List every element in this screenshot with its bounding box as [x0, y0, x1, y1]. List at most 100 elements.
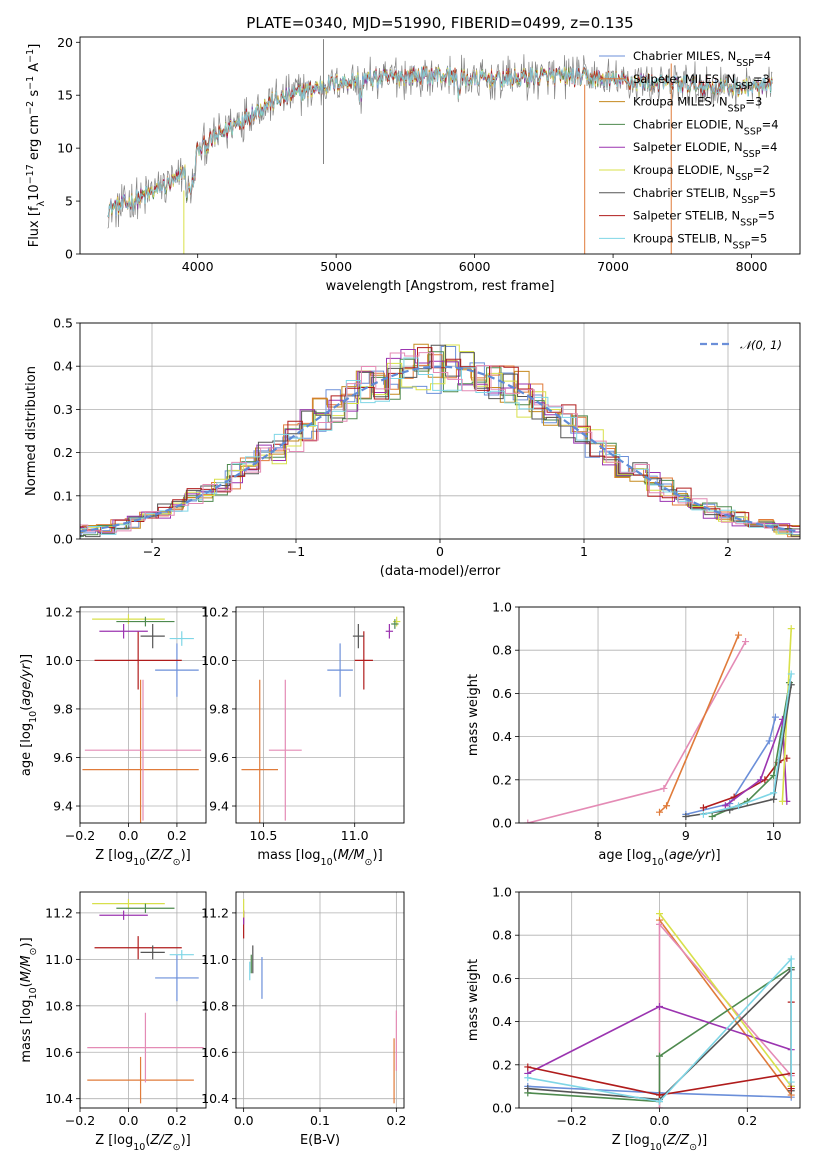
- x-axis-label: mass [log10(M/M⊙)]: [257, 848, 382, 868]
- plus-marker: [721, 802, 729, 810]
- y-tick-label: 10.0: [45, 653, 73, 668]
- y-axis-label: Flux [fλ10−17 erg cm−2 s−1 A−1]: [25, 44, 47, 248]
- x-axis-label: Z [log10(Z/Z⊙)]: [95, 848, 190, 868]
- x-axis-label: Z [log10(Z/Z⊙)]: [612, 1133, 707, 1153]
- y-tick-label: 0.6: [492, 971, 512, 986]
- x-tick-label: 4000: [182, 259, 214, 274]
- plus-marker: [770, 789, 778, 797]
- y-tick-label: 0.3: [53, 402, 73, 417]
- x-tick-label: −1: [287, 544, 305, 559]
- plus-marker: [524, 1074, 532, 1082]
- mass-weight-line: [658, 634, 740, 813]
- legend-entry-label: Chabrier MILES, NSSP=4: [633, 49, 771, 69]
- x-tick-label: 1: [580, 544, 588, 559]
- y-tick-label: 9.8: [209, 701, 229, 716]
- plus-marker: [656, 1052, 663, 1060]
- y-tick-label: 10.6: [45, 1045, 73, 1060]
- y-tick-label: 9.8: [53, 701, 73, 716]
- legend-entry-label: Chabrier ELODIE, NSSP=4: [633, 117, 779, 137]
- plot-area: [82, 614, 202, 823]
- plus-marker: [778, 797, 786, 805]
- plus-marker: [708, 813, 716, 821]
- y-tick-label: 0.0: [492, 816, 512, 831]
- mass-weight-line: [703, 757, 788, 809]
- plus-marker: [656, 1098, 663, 1106]
- plus-marker: [787, 670, 795, 678]
- y-tick-label: 15: [57, 88, 73, 103]
- y-axis-label: mass weight: [466, 959, 481, 1041]
- panel-mass-vs-Z: −0.2 0.0 0.2 10.4 10.6 10.8 11.0 11.2 Z [log10(Z…: [19, 891, 207, 1153]
- y-tick-label: 10.6: [201, 1045, 229, 1060]
- x-axis-label: Z [log10(Z/Z⊙)]: [95, 1133, 190, 1153]
- y-tick-label: 0.4: [492, 1014, 512, 1029]
- y-tick-label: 9.4: [53, 799, 73, 814]
- y-tick-label: 10.4: [201, 1091, 229, 1106]
- y-tick-label: 1.0: [492, 600, 512, 615]
- legend-entry-label: Kroupa STELIB, NSSP=5: [633, 231, 767, 251]
- panel-age-vs-Z: −0.2 0.0 0.2 9.4 9.6 9.8 10.0 10.2 Z [log10(Z/Z⊙…: [19, 604, 207, 868]
- normal-curve-line: [80, 365, 800, 533]
- x-tick-label: 7000: [597, 259, 629, 274]
- y-axis-label: mass weight: [466, 674, 481, 756]
- plus-marker: [656, 808, 663, 816]
- y-tick-label: 10.8: [45, 998, 73, 1013]
- x-axis-label: (data-model)/error: [380, 564, 501, 579]
- plus-marker: [699, 804, 707, 812]
- x-tick-label: 6000: [459, 259, 491, 274]
- histogram-step-line: [80, 347, 800, 531]
- mass-weight-line: [711, 682, 791, 818]
- x-tick-label: 0.0: [119, 828, 139, 843]
- x-tick-label: 0.0: [234, 1113, 254, 1128]
- mass-weight-line: [658, 913, 792, 1087]
- legend-entry-label: Kroupa ELODIE, NSSP=2: [633, 163, 770, 183]
- histogram-step-line: [80, 357, 800, 535]
- x-tick-label: −2: [143, 544, 161, 559]
- x-tick-label: 0.0: [119, 1113, 139, 1128]
- x-tick-label: 8000: [736, 259, 768, 274]
- y-tick-label: 10.2: [201, 604, 229, 619]
- plus-marker: [771, 713, 779, 721]
- y-tick-label: 9.6: [209, 750, 229, 765]
- y-tick-label: 10.4: [45, 1091, 73, 1106]
- axes-frame: [518, 606, 801, 824]
- x-tick-label: 5000: [320, 259, 352, 274]
- histogram-step-line: [80, 349, 800, 533]
- y-tick-label: 0.4: [492, 729, 512, 744]
- panel-mass-weight-vs-Z: −0.2 0.0 0.2 0.0 0.2 0.4 0.6 0.8 1.0 Z [log10(Z/Z…: [466, 885, 801, 1153]
- x-tick-label: 0.2: [386, 1113, 406, 1128]
- x-tick-label: −0.2: [65, 1113, 95, 1128]
- y-tick-label: 0: [65, 247, 73, 262]
- y-tick-label: 0.2: [53, 445, 73, 460]
- y-tick-label: 9.4: [209, 799, 229, 814]
- y-tick-label: 9.6: [53, 750, 73, 765]
- plus-marker: [524, 1063, 532, 1071]
- y-tick-label: 0.2: [492, 1057, 512, 1072]
- y-tick-label: 11.0: [201, 952, 229, 967]
- x-tick-label: 0: [436, 544, 444, 559]
- plus-marker: [524, 1085, 532, 1093]
- legend-entry-label: Salpeter STELIB, NSSP=5: [633, 209, 775, 229]
- x-tick-label: 10: [766, 828, 782, 843]
- plot-area: [243, 898, 397, 1104]
- y-tick-label: 1.0: [492, 885, 512, 900]
- plus-marker: [682, 813, 690, 821]
- y-tick-label: 20: [57, 35, 73, 50]
- x-tick-label: 2: [724, 544, 732, 559]
- plus-marker: [656, 1104, 663, 1108]
- plus-marker: [787, 1085, 795, 1093]
- plus-marker: [756, 776, 764, 784]
- figure-title: PLATE=0340, MJD=51990, FIBERID=0499, z=0…: [246, 14, 633, 32]
- x-tick-label: 9: [682, 828, 690, 843]
- x-tick-label: 0.0: [650, 1113, 670, 1128]
- plot-area: [241, 616, 401, 823]
- y-tick-label: 0.4: [53, 359, 73, 374]
- axes-frame: [79, 36, 801, 255]
- legend-entry-label: Kroupa MILES, NSSP=3: [633, 95, 762, 115]
- plot-area: [107, 39, 773, 254]
- model-spectrum-line: [107, 66, 773, 218]
- legend-entry-label: Salpeter MILES, NSSP=3: [633, 72, 770, 92]
- plus-marker: [787, 625, 795, 633]
- mass-weight-line: [527, 641, 747, 823]
- y-axis-label: Normed distribution: [24, 366, 39, 496]
